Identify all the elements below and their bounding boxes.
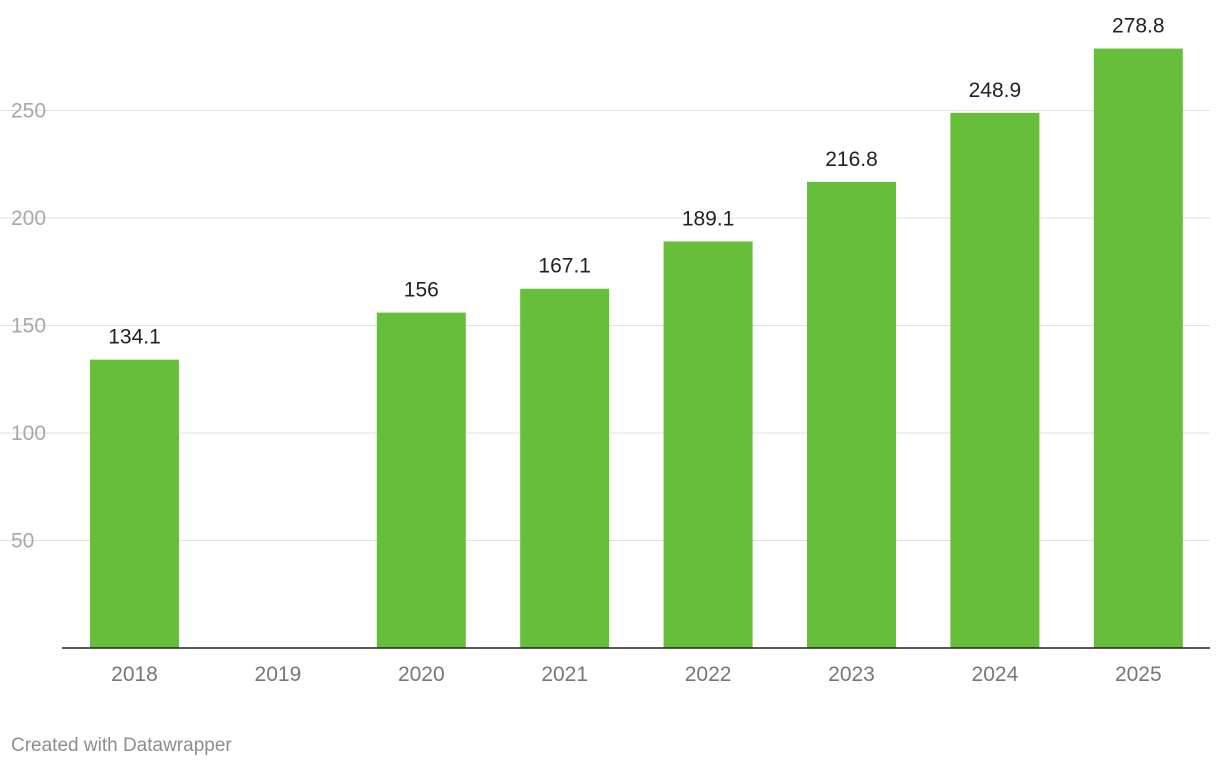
bar-2024 — [950, 112, 1040, 649]
x-tick-label-2022: 2022 — [685, 663, 732, 686]
data-label-2022: 189.1 — [682, 207, 735, 230]
bar-chart: 50 100 150 200 250 134.1 156 167.1 189.1 216.8 24… — [0, 15, 1210, 686]
x-tick-label-2018: 2018 — [111, 663, 158, 686]
y-tick-label-200: 200 — [11, 207, 46, 230]
data-labels: 134.1 156 167.1 189.1 216.8 248.9 278.8 — [108, 15, 1164, 349]
data-label-2024: 248.9 — [969, 79, 1022, 102]
bars — [90, 48, 1183, 649]
bar-2025 — [1093, 48, 1183, 648]
bar-2021 — [520, 288, 610, 648]
y-axis-ticks: 50 100 150 200 250 — [11, 100, 46, 553]
data-label-2023: 216.8 — [825, 148, 878, 171]
x-tick-label-2024: 2024 — [972, 663, 1019, 686]
bar-2022 — [663, 241, 753, 648]
y-tick-label-250: 250 — [11, 100, 46, 123]
data-label-2021: 167.1 — [538, 255, 591, 278]
bar-2018 — [90, 359, 179, 648]
data-label-2020: 156 — [404, 279, 439, 302]
x-tick-label-2019: 2019 — [255, 663, 302, 686]
y-tick-label-150: 150 — [11, 315, 46, 338]
x-tick-label-2025: 2025 — [1115, 663, 1162, 686]
y-tick-label-50: 50 — [11, 530, 34, 553]
y-tick-label-100: 100 — [11, 422, 46, 445]
credit-text: Created with Datawrapper — [11, 735, 232, 756]
x-tick-label-2023: 2023 — [828, 663, 875, 686]
data-label-2025: 278.8 — [1112, 15, 1165, 38]
x-tick-label-2021: 2021 — [541, 663, 588, 686]
x-axis-ticks: 2018 2019 2020 2021 2022 2023 2024 2025 — [111, 663, 1162, 686]
data-label-2018: 134.1 — [108, 326, 161, 349]
bar-2020 — [376, 312, 466, 648]
x-tick-label-2020: 2020 — [398, 663, 445, 686]
bar-2023 — [807, 181, 896, 648]
